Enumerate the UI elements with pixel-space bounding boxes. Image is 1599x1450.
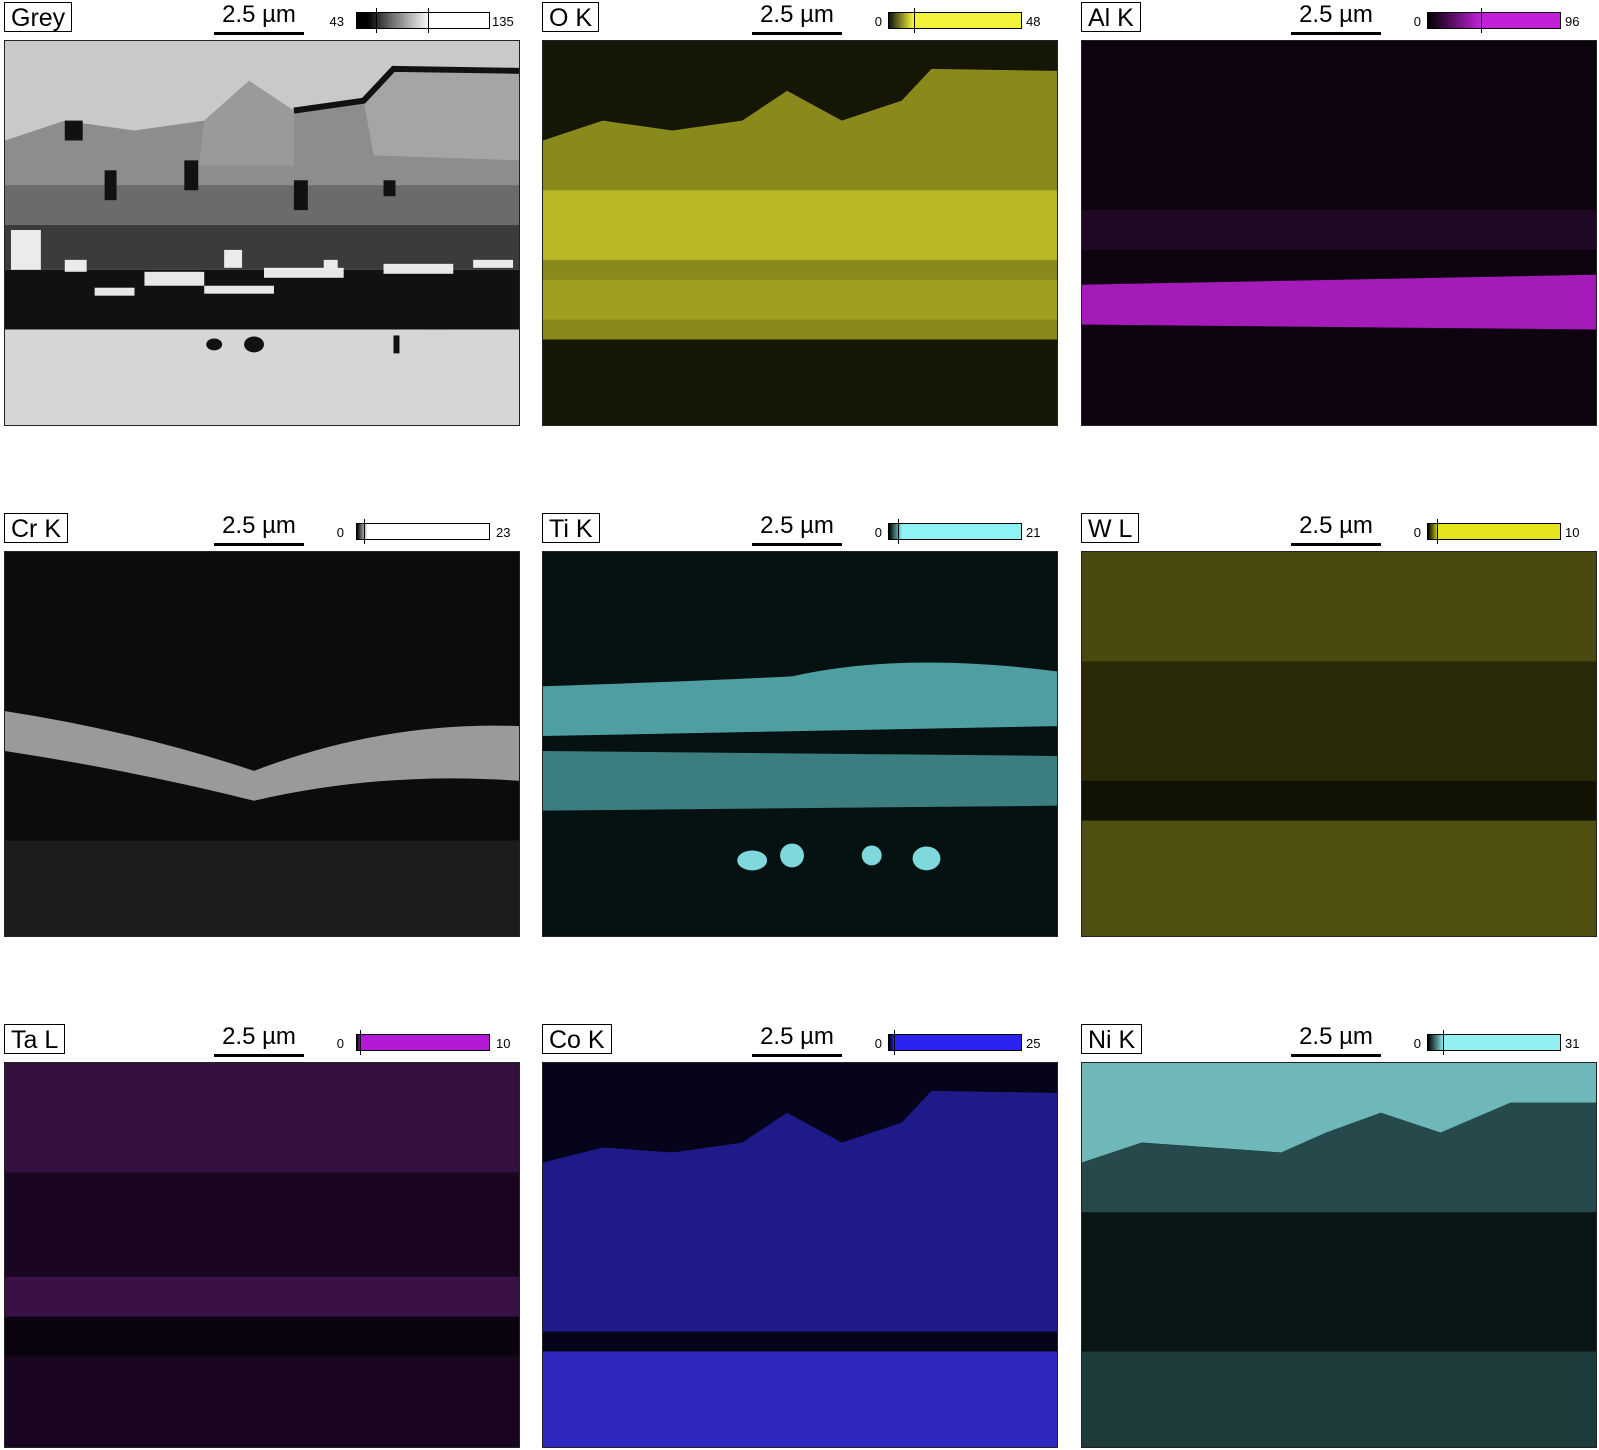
colorbar-max: 135 (492, 14, 514, 29)
panel-co-k: Co K 2.5 µm 0 25 (542, 1022, 1058, 1450)
scale-bar-label: 2.5 µm (760, 1023, 834, 1050)
colorbar-min: 0 (874, 1036, 882, 1051)
colorbar (1427, 523, 1561, 540)
scale-bar-label: 2.5 µm (222, 1023, 296, 1050)
scale-bar-label: 2.5 µm (1299, 1023, 1373, 1050)
scale-bar: 2.5 µm (1291, 0, 1381, 35)
sem-grey-map (4, 40, 520, 426)
element-map-ti-k (542, 551, 1058, 937)
panel-label: Ti K (542, 513, 600, 543)
panel-label: Grey (4, 2, 73, 32)
scale-bar: 2.5 µm (1291, 1022, 1381, 1057)
scale-bar-label: 2.5 µm (760, 1, 834, 28)
panel-label: O K (542, 2, 600, 32)
colorbar-min: 43 (329, 14, 344, 29)
colorbar-max: 21 (1026, 525, 1041, 540)
colorbar (356, 523, 490, 540)
colorbar (356, 12, 490, 29)
colorbar-min: 0 (1413, 1036, 1421, 1051)
panel-al-k: Al K 2.5 µm 0 96 (1081, 0, 1597, 428)
colorbar-min: 0 (1413, 14, 1421, 29)
scale-bar: 2.5 µm (214, 511, 304, 546)
panel-label: Ni K (1081, 1024, 1143, 1054)
panel-label: Ta L (4, 1024, 66, 1054)
colorbar (1427, 1034, 1561, 1051)
scale-bar-label: 2.5 µm (222, 512, 296, 539)
panel-label: Cr K (4, 513, 68, 543)
element-map-co-k (542, 1062, 1058, 1448)
panel-label: W L (1081, 513, 1140, 543)
panel-w-l: W L 2.5 µm 0 10 (1081, 511, 1597, 939)
colorbar (888, 12, 1022, 29)
colorbar-min: 0 (874, 525, 882, 540)
scale-bar: 2.5 µm (752, 0, 842, 35)
scale-bar: 2.5 µm (1291, 511, 1381, 546)
scale-bar: 2.5 µm (214, 0, 304, 35)
colorbar-max: 10 (1565, 525, 1580, 540)
element-map-ni-k (1081, 1062, 1597, 1448)
colorbar-max: 23 (496, 525, 511, 540)
panel-label: Co K (542, 1024, 612, 1054)
element-map-al-k (1081, 40, 1597, 426)
colorbar-max: 96 (1565, 14, 1580, 29)
colorbar-max: 25 (1026, 1036, 1041, 1051)
colorbar-min: 0 (336, 525, 344, 540)
panel-ni-k: Ni K 2.5 µm 0 31 (1081, 1022, 1597, 1450)
colorbar-min: 0 (874, 14, 882, 29)
colorbar-min: 0 (336, 1036, 344, 1051)
panel-ta-l: Ta L 2.5 µm 0 10 (4, 1022, 520, 1450)
panel-o-k: O K 2.5 µm 0 48 (542, 0, 1058, 428)
panel-grey: Grey 2.5 µm 43 135 (4, 0, 520, 428)
panel-label: Al K (1081, 2, 1141, 32)
colorbar-max: 48 (1026, 14, 1041, 29)
colorbar (888, 523, 1022, 540)
colorbar (1427, 12, 1561, 29)
element-map-o-k (542, 40, 1058, 426)
element-map-ta-l (4, 1062, 520, 1448)
colorbar (356, 1034, 490, 1051)
scale-bar-label: 2.5 µm (1299, 512, 1373, 539)
scale-bar: 2.5 µm (752, 1022, 842, 1057)
element-map-w-l (1081, 551, 1597, 937)
panel-cr-k: Cr K 2.5 µm 0 23 (4, 511, 520, 939)
panel-ti-k: Ti K 2.5 µm 0 21 (542, 511, 1058, 939)
colorbar-min: 0 (1413, 525, 1421, 540)
scale-bar-label: 2.5 µm (760, 512, 834, 539)
scale-bar-label: 2.5 µm (222, 1, 296, 28)
scale-bar: 2.5 µm (752, 511, 842, 546)
colorbar (888, 1034, 1022, 1051)
colorbar-max: 31 (1565, 1036, 1580, 1051)
scale-bar: 2.5 µm (214, 1022, 304, 1057)
element-map-cr-k (4, 551, 520, 937)
colorbar-max: 10 (496, 1036, 511, 1051)
scale-bar-label: 2.5 µm (1299, 1, 1373, 28)
